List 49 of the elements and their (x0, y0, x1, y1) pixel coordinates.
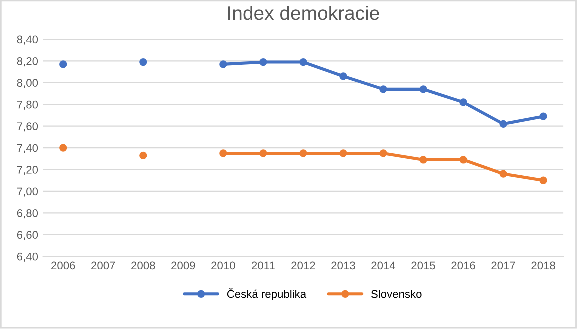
point (500, 120, 508, 128)
point (260, 150, 268, 158)
point (300, 58, 308, 66)
point (460, 98, 468, 106)
y-tick-label: 7,80 (17, 100, 38, 110)
point (540, 112, 548, 120)
x-tick-label: 2011 (252, 262, 275, 270)
x-tick-label: 2012 (292, 262, 316, 270)
point (260, 58, 268, 66)
x-tick-label: 2017 (492, 262, 516, 270)
legend-label: Česká republika (227, 288, 307, 300)
point (420, 86, 428, 94)
point (220, 150, 228, 158)
legend-label: Slovensko (371, 290, 422, 298)
point (340, 150, 348, 158)
x-tick-label: 2008 (132, 262, 156, 270)
point (380, 150, 388, 158)
x-tick-label: 2007 (92, 262, 116, 270)
y-tick-label: 7,00 (17, 188, 38, 197)
point (140, 152, 148, 160)
y-tick-label: 8,20 (17, 57, 38, 67)
x-tick-label: 2009 (172, 262, 196, 270)
x-tick-label: 2013 (332, 262, 356, 270)
point (460, 156, 468, 164)
y-tick-label: 7,40 (17, 144, 38, 154)
x-tick-label: 2010 (212, 262, 236, 270)
point (540, 176, 548, 184)
point (380, 86, 388, 94)
y-tick-label: 6,80 (17, 209, 38, 219)
y-tick-label: 6,60 (17, 231, 38, 240)
y-tick-label: 7,20 (17, 166, 38, 176)
y-tick-label: 8,40 (17, 36, 38, 45)
x-tick-label: 2006 (52, 262, 76, 270)
point (60, 144, 68, 152)
point (500, 170, 508, 178)
point (140, 58, 148, 66)
x-tick-label: 2016 (452, 262, 476, 270)
point (300, 150, 308, 158)
x-tick-label: 2015 (412, 262, 436, 270)
point (60, 60, 68, 68)
point (340, 72, 348, 80)
x-tick-label: 2018 (532, 262, 556, 270)
chart-title: Index demokracie (228, 6, 380, 20)
y-tick-label: 7,60 (17, 122, 38, 132)
y-tick-label: 8,00 (17, 79, 38, 88)
point (220, 60, 228, 68)
y-tick-label: 6,40 (17, 252, 38, 262)
x-tick-label: 2014 (372, 262, 396, 270)
point (420, 156, 428, 164)
